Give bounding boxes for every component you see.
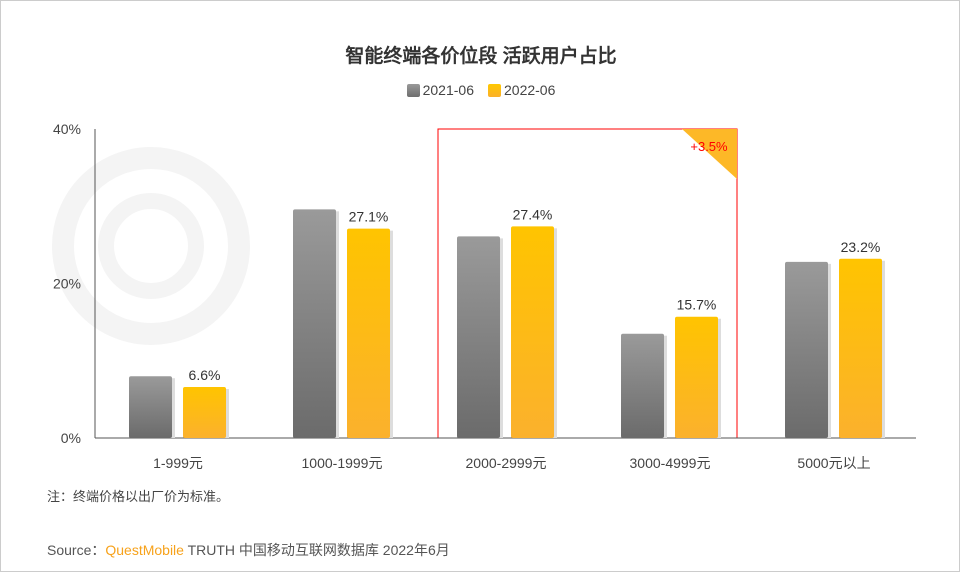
bar-2021-06 (785, 261, 828, 438)
x-tick-label: 5000元以上 (797, 455, 870, 471)
legend-label-2021: 2021-06 (422, 82, 474, 98)
data-label: 23.2% (841, 239, 881, 255)
highlight-corner (682, 129, 737, 179)
legend-label-2022: 2022-06 (504, 82, 556, 98)
x-tick-label: 2000-2999元 (466, 455, 547, 471)
bar-2021-06 (457, 236, 500, 438)
bar-2022-06 (347, 228, 390, 438)
legend-swatch-2022 (488, 84, 501, 97)
bar-2022-06 (675, 316, 718, 438)
footnote: 注：终端价格以出厂价为标准。 (47, 489, 230, 504)
legend-swatch-2021 (406, 84, 420, 97)
bar-2021-06 (293, 209, 336, 438)
annotation-label: +3.5% (690, 139, 728, 154)
source-prefix: Source： (47, 542, 106, 558)
chart-title: 智能终端各价位段 活跃用户占比 (345, 46, 617, 67)
x-tick-label: 1-999元 (153, 455, 203, 471)
data-label: 15.7% (677, 297, 717, 313)
watermark-logo (52, 147, 250, 345)
y-tick-label: 40% (53, 121, 81, 137)
y-tick-label: 20% (53, 276, 81, 292)
bar-2021-06 (621, 333, 664, 438)
data-label: 6.6% (189, 367, 221, 383)
brand-name: QuestMobile (105, 542, 184, 558)
data-label: 27.1% (349, 209, 389, 225)
bar-2021-06 (129, 376, 172, 438)
bar-2022-06 (839, 258, 882, 438)
legend-item-2022: 2022-06 (488, 82, 555, 98)
legend: 2021-06 2022-06 (1, 82, 959, 98)
y-tick-label: 0% (61, 430, 81, 446)
bar-2022-06 (183, 387, 226, 438)
data-label: 27.4% (513, 206, 553, 222)
x-tick-label: 1000-1999元 (302, 455, 383, 471)
source-line: Source：QuestMobile TRUTH 中国移动互联网数据库 2022… (47, 540, 450, 560)
bar-2022-06 (511, 226, 554, 438)
x-tick-label: 3000-4999元 (630, 455, 711, 471)
source-rest: TRUTH 中国移动互联网数据库 2022年6月 (183, 542, 450, 558)
legend-item-2021: 2021-06 (406, 82, 474, 98)
